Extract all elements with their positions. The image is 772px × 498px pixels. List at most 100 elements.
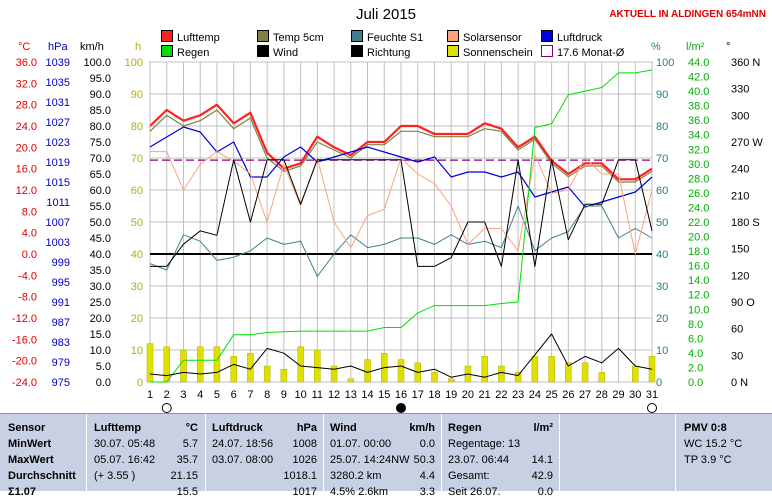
stats-pmv-head: PMV 0:8 <box>684 422 727 434</box>
wind-tick-label: 30.0 <box>90 281 111 293</box>
pressure-tick-label: 1011 <box>46 197 70 209</box>
rain-tick-label: 10.0 <box>688 304 709 316</box>
legend-item: Wind <box>257 45 298 59</box>
moon-phase-icon <box>161 403 172 413</box>
sun-axis-header: h <box>135 41 142 53</box>
rain-tick-label: 30.0 <box>688 159 709 171</box>
legend-swatch <box>351 30 363 42</box>
stats-lufttemp-value: 21.15 <box>170 470 198 482</box>
rain-tick-label: 16.0 <box>688 261 709 273</box>
rain-tick-label: 14.0 <box>688 275 709 287</box>
legend-item: Regen <box>161 45 209 59</box>
pressure-tick-label: 975 <box>52 377 70 389</box>
stats-luftdruck-date: 03.07. 08:00 <box>212 454 274 466</box>
stats-col-sensor: Sensor MinWert MaxWert Durchschnitt Σ1.0… <box>0 414 87 498</box>
rain-tick-label: 24.0 <box>688 202 709 214</box>
stats-wind-value: 4.4 <box>419 470 435 482</box>
stats-pmv-row: WC 15.2 °C <box>684 438 743 450</box>
humidity-tick-label: 30 <box>656 281 668 293</box>
sun-tick-label: 60 <box>131 185 143 197</box>
stats-luftdruck-value: 1018.1 <box>283 470 317 482</box>
legend-item: Temp 5cm <box>257 30 324 44</box>
humidity-tick-label: 0 <box>656 377 662 389</box>
wind-tick-label: 95.0 <box>90 73 111 85</box>
series-regen <box>150 69 653 383</box>
rain-tick-label: 26.0 <box>688 188 709 200</box>
wind-tick-label: 10.0 <box>90 345 111 357</box>
humidity-tick-label: 10 <box>656 345 668 357</box>
pressure-axis-header: hPa <box>48 41 68 53</box>
legend-swatch <box>161 45 173 57</box>
stats-col-wind: Wind km/h 01.07. 00:00 0.0 25.07. 14:24N… <box>324 414 442 498</box>
weather-chart: 36.032.028.024.020.016.012.08.04.00.0-4.… <box>12 57 763 413</box>
rain-axis-header: l/m² <box>686 41 705 53</box>
pressure-tick-label: 979 <box>52 357 70 369</box>
sunshine-bar <box>163 346 170 383</box>
humidity-tick-label: 60 <box>656 185 668 197</box>
x-tick-label: 24 <box>529 389 541 401</box>
legend-label: Feuchte S1 <box>367 32 424 44</box>
direction-axis-header: ° <box>726 41 731 53</box>
stats-regen-head: Regen <box>448 422 482 434</box>
legend-label: Temp 5cm <box>273 32 324 44</box>
temp-tick-label: 16.0 <box>16 164 37 176</box>
temp-tick-label: -4.0 <box>18 270 37 282</box>
temp-tick-label: 4.0 <box>22 228 37 240</box>
stats-regen-date: Seit 26.07. <box>448 486 501 498</box>
stats-regen-value: 42.9 <box>531 470 553 482</box>
wind-tick-label: 20.0 <box>90 313 111 325</box>
direction-tick-label: 120 <box>731 270 749 282</box>
direction-tick-label: 360 N <box>731 57 760 69</box>
x-tick-label: 29 <box>612 389 624 401</box>
sunshine-bar <box>397 359 405 383</box>
legend-label: Solarsensor <box>463 32 522 44</box>
wind-tick-label: 100.0 <box>83 57 111 69</box>
series-temp-5cm <box>149 109 653 183</box>
temp-tick-label: -20.0 <box>12 356 37 368</box>
temp-tick-label: 0.0 <box>22 249 37 261</box>
pressure-tick-label: 1035 <box>46 77 70 89</box>
x-tick-label: 11 <box>312 389 323 401</box>
pressure-tick-label: 1023 <box>46 137 70 149</box>
x-tick-label: 1 <box>147 389 153 401</box>
legend-item: Richtung <box>351 45 410 59</box>
temp-tick-label: -16.0 <box>12 334 37 346</box>
stats-panel: Sensor MinWert MaxWert Durchschnitt Σ1.0… <box>0 413 772 498</box>
wind-tick-label: 80.0 <box>90 121 111 133</box>
stats-wind-date: 01.07. 00:00 <box>330 438 392 450</box>
pressure-tick-label: 1003 <box>46 237 70 249</box>
stats-col-luftdruck: Luftdruck hPa 24.07. 18:56 1008 03.07. 0… <box>206 414 324 498</box>
stats-regen-date: 23.07. 06:44 <box>448 454 510 466</box>
stats-col-regen: Regen l/m² Regentage: 13 23.07. 06:44 14… <box>442 414 560 498</box>
sun-tick-label: 70 <box>131 153 143 165</box>
stats-regen-value: 14.1 <box>531 454 553 466</box>
x-tick-label: 22 <box>495 389 507 401</box>
stats-lufttemp-date: 05.07. 16:42 <box>94 454 156 466</box>
wind-tick-label: 65.0 <box>90 169 111 181</box>
legend-item: Lufttemp <box>161 30 220 44</box>
wind-tick-label: 45.0 <box>90 233 111 245</box>
direction-tick-label: 300 <box>731 110 749 122</box>
x-tick-label: 23 <box>512 389 524 401</box>
pressure-tick-label: 1027 <box>46 117 70 129</box>
sunshine-bar <box>598 372 606 383</box>
stats-pmv-row: TP 3.9 °C <box>684 454 732 466</box>
sunshine-bar <box>180 349 187 383</box>
stats-regen-unit: l/m² <box>533 422 553 434</box>
stats-lufttemp-value: 35.7 <box>176 454 198 466</box>
rain-tick-label: 22.0 <box>688 217 709 229</box>
direction-tick-label: 180 S <box>731 217 760 229</box>
stats-luftdruck-date: 24.07. 18:56 <box>212 438 274 450</box>
temp-tick-label: 24.0 <box>16 121 37 133</box>
stats-lufttemp-head: Lufttemp <box>94 422 142 434</box>
x-tick-label: 14 <box>361 389 373 401</box>
temp-tick-label: -24.0 <box>12 377 37 389</box>
rain-tick-label: 38.0 <box>688 101 709 113</box>
wind-tick-label: 15.0 <box>90 329 111 341</box>
series-luftdruck <box>149 126 653 208</box>
direction-tick-label: 30 <box>731 350 743 362</box>
wind-tick-label: 5.0 <box>96 361 111 373</box>
rain-tick-label: 12.0 <box>688 290 709 302</box>
pressure-tick-label: 1031 <box>46 97 70 109</box>
rain-tick-label: 42.0 <box>688 72 709 84</box>
